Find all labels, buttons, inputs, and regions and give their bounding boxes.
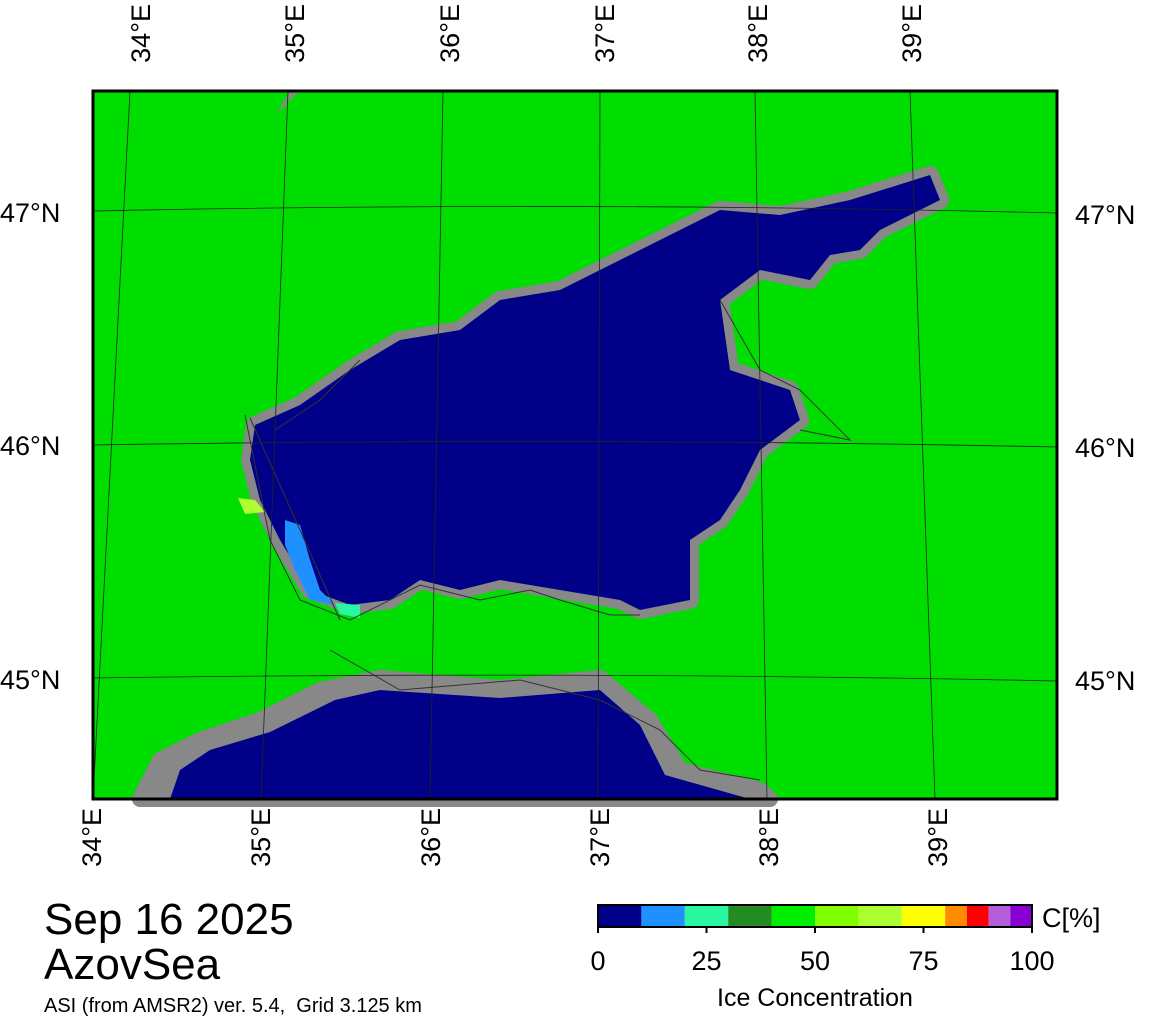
lon-label-top: 35°E xyxy=(280,4,310,63)
colorbar-unit: C[%] xyxy=(1042,903,1101,933)
lon-label-bottom: 34°E xyxy=(77,808,107,867)
colorbar-segment xyxy=(771,905,815,927)
colorbar-segment xyxy=(945,905,967,927)
lat-label-right: 47°N xyxy=(1075,200,1135,230)
azov-sea xyxy=(250,175,940,610)
lat-label-left: 45°N xyxy=(0,665,60,695)
colorbar-tick-label: 50 xyxy=(800,946,830,976)
lon-label-bottom: 35°E xyxy=(246,808,276,867)
colorbar-tick-label: 25 xyxy=(691,946,721,976)
ice-edge xyxy=(335,603,360,618)
colorbar-segment xyxy=(815,905,859,927)
lat-label-right: 45°N xyxy=(1075,666,1135,696)
colorbar-segment xyxy=(598,905,642,927)
colorbar-segment xyxy=(728,905,772,927)
lon-label-bottom: 39°E xyxy=(923,808,953,867)
map xyxy=(91,89,1059,807)
map-frame xyxy=(91,89,1059,801)
lon-label-bottom: 36°E xyxy=(416,808,446,867)
lon-label-bottom: 37°E xyxy=(585,808,615,867)
lat-label-right: 46°N xyxy=(1075,433,1135,463)
colorbar-segment xyxy=(684,905,729,927)
colorbar-segment xyxy=(988,905,1011,927)
black-sea xyxy=(170,690,750,799)
coastline xyxy=(244,299,852,781)
colorbar-segment xyxy=(966,905,989,927)
upper-land xyxy=(93,91,290,215)
colorbar-segment xyxy=(1010,905,1032,927)
colorbar-tick-label: 100 xyxy=(1009,946,1054,976)
lat-label-left: 46°N xyxy=(0,431,60,461)
lon-label-top: 36°E xyxy=(435,4,465,63)
colorbar-tick-label: 75 xyxy=(908,946,938,976)
lon-label-top: 37°E xyxy=(590,4,620,63)
colorbar-tick-label: 0 xyxy=(590,946,605,976)
lon-label-top: 39°E xyxy=(897,4,927,63)
colorbar-label: Ice Concentration xyxy=(717,984,913,1012)
colorbar-segment xyxy=(858,905,902,927)
lon-label-top: 38°E xyxy=(743,4,773,63)
colorbar-segment xyxy=(641,905,685,927)
source: ASI (from AMSR2) ver. 5.4, Grid 3.125 km xyxy=(44,995,422,1017)
ice-edge xyxy=(285,520,335,605)
graticule xyxy=(92,90,1058,800)
ice-edge xyxy=(238,498,265,514)
lat-label-left: 47°N xyxy=(0,198,60,228)
lon-label-bottom: 38°E xyxy=(754,808,784,867)
colorbar-segment xyxy=(901,905,946,927)
date: Sep 16 2025 xyxy=(44,895,294,944)
lon-label-top: 34°E xyxy=(126,4,156,63)
region: AzovSea xyxy=(44,940,221,989)
